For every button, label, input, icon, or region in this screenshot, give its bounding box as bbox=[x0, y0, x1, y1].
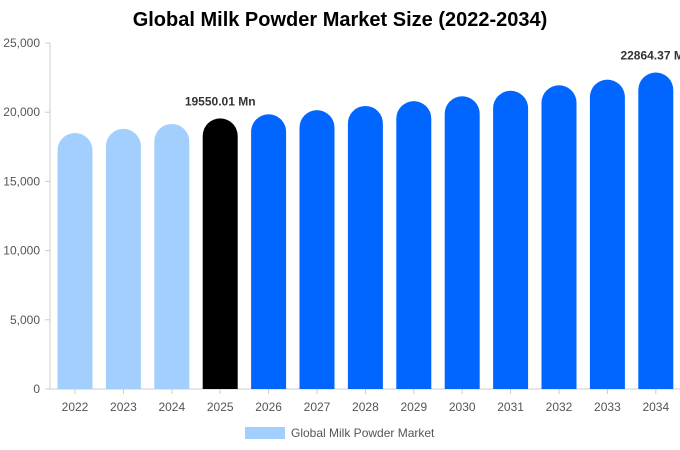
x-tick-label: 2028 bbox=[352, 400, 379, 414]
bar bbox=[251, 114, 287, 390]
bar bbox=[299, 110, 335, 390]
bar bbox=[105, 128, 141, 390]
x-tick-label: 2033 bbox=[594, 400, 621, 414]
y-tick-label: 10,000 bbox=[3, 244, 40, 258]
legend-label: Global Milk Powder Market bbox=[291, 426, 435, 440]
y-tick-label: 5,000 bbox=[10, 313, 40, 327]
y-tick-label: 20,000 bbox=[3, 105, 40, 119]
x-tick-label: 2030 bbox=[449, 400, 476, 414]
x-tick-label: 2023 bbox=[110, 400, 137, 414]
chart-title: Global Milk Powder Market Size (2022-203… bbox=[132, 9, 548, 31]
y-tick-label: 25,000 bbox=[3, 36, 40, 50]
x-tick-label: 2029 bbox=[400, 400, 427, 414]
legend-swatch bbox=[245, 427, 285, 439]
x-tick-label: 2032 bbox=[546, 400, 573, 414]
data-label: 19550.01 Mn bbox=[185, 94, 256, 108]
bar bbox=[541, 85, 577, 390]
x-tick-label: 2034 bbox=[642, 400, 669, 414]
bar bbox=[202, 118, 238, 390]
x-tick-label: 2026 bbox=[255, 400, 282, 414]
bar bbox=[589, 79, 625, 390]
x-tick-label: 2022 bbox=[62, 400, 89, 414]
x-tick-label: 2031 bbox=[497, 400, 524, 414]
bar bbox=[57, 132, 93, 389]
bar bbox=[493, 90, 529, 390]
data-label: 22864.37 Mn bbox=[620, 49, 680, 63]
axes: 0 5,000 10,000 15,000 20,000 25,000 2022 2023 20… bbox=[3, 36, 680, 414]
bar bbox=[444, 96, 480, 389]
y-tick-label: 0 bbox=[33, 382, 40, 396]
x-tick-label: 2025 bbox=[207, 400, 234, 414]
bar bbox=[638, 72, 674, 389]
bar bbox=[347, 105, 383, 390]
bars bbox=[57, 72, 674, 390]
bar bbox=[154, 123, 190, 390]
bar bbox=[396, 101, 432, 390]
y-tick-label: 15,000 bbox=[3, 174, 40, 188]
x-tick-label: 2024 bbox=[158, 400, 185, 414]
labels: 19550.01 Mn 22864.37 Mn bbox=[185, 49, 680, 109]
legend: Global Milk Powder Market bbox=[245, 426, 434, 440]
x-tick-label: 2027 bbox=[304, 400, 331, 414]
